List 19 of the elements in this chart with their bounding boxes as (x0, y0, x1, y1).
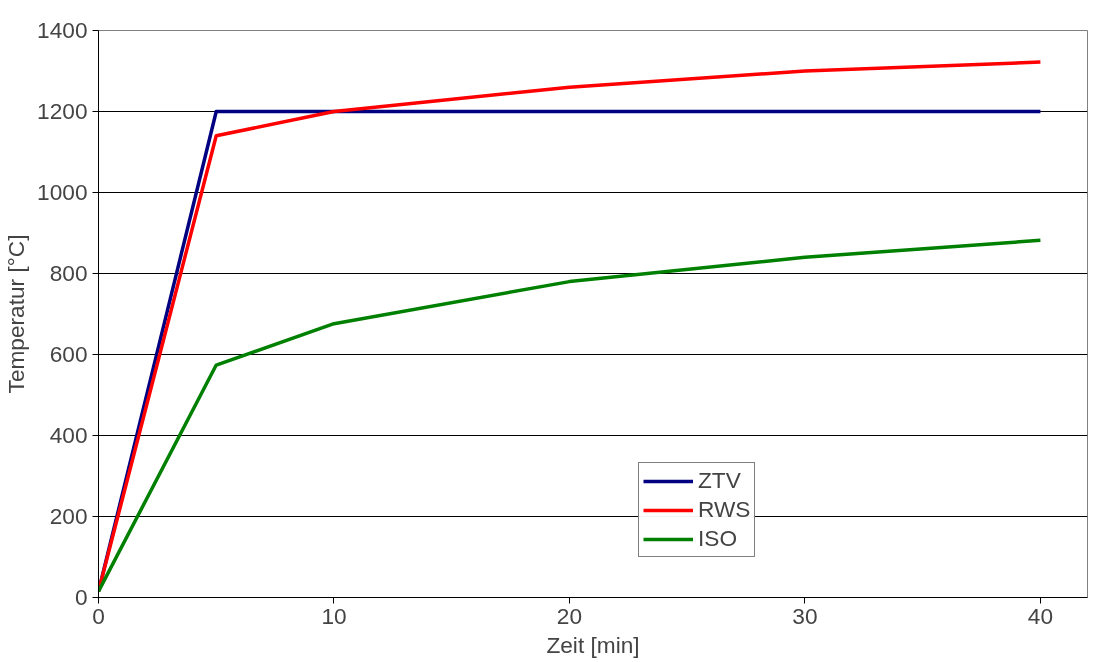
x-axis-title: Zeit [min] (546, 631, 640, 658)
y-tick-label: 800 (49, 260, 88, 286)
y-tick-label: 0 (74, 584, 88, 610)
x-tick-label: 40 (1027, 602, 1054, 629)
y-tick-label: 1400 (37, 17, 88, 43)
y-tick-label: 400 (49, 422, 88, 448)
x-tick-label: 10 (321, 602, 347, 629)
y-tick-label: 1000 (37, 179, 88, 205)
y-tick-label: 1200 (37, 98, 88, 124)
legend-label: RWS (698, 496, 751, 523)
y-tick-label: 200 (49, 503, 88, 529)
x-tick-label: 0 (92, 602, 105, 629)
x-tick-label: 20 (556, 602, 583, 629)
line-series (98, 238, 1043, 594)
legend-label: ZTV (698, 467, 741, 494)
x-tick-label: 30 (792, 602, 818, 629)
legend-label: ISO (698, 525, 738, 552)
y-tick-label: 600 (49, 341, 88, 367)
y-axis-title: Temperatur [°C] (3, 234, 30, 394)
